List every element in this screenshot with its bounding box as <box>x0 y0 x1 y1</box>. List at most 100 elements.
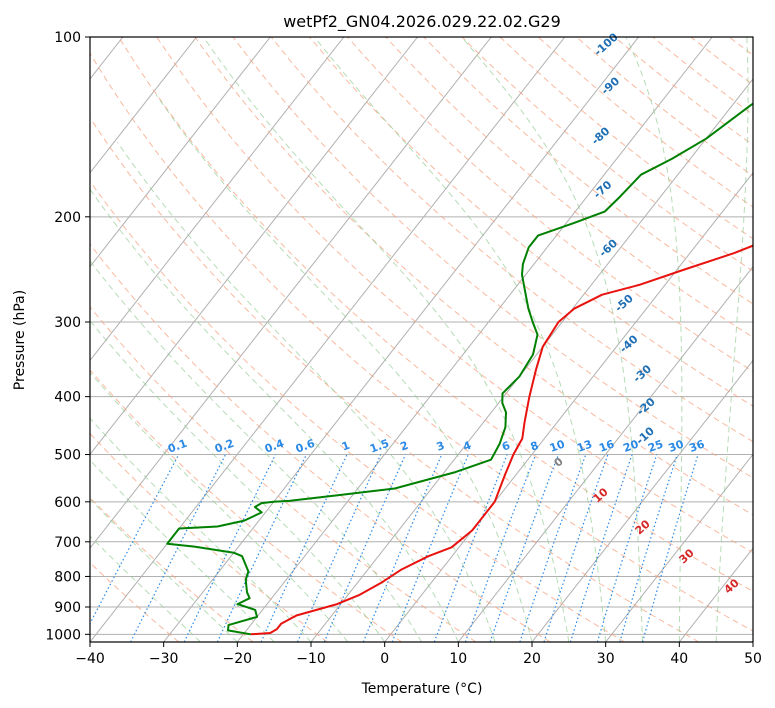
dry-adiabat <box>118 37 753 592</box>
moist-adiabat <box>203 37 570 642</box>
mixing-ratio-line <box>362 454 443 642</box>
mixing-ratio-label: 25 <box>646 437 665 454</box>
y-tick-label: 400 <box>54 390 81 406</box>
dry-adiabat <box>194 37 753 516</box>
isotherm <box>90 37 345 362</box>
isotherm <box>90 37 271 268</box>
isotherm <box>605 453 753 642</box>
moist-adiabat <box>314 37 607 642</box>
moist-adiabat <box>90 371 349 642</box>
mixing-ratio-line <box>391 454 469 642</box>
dry-adiabat <box>423 37 753 305</box>
y-tick-label: 100 <box>54 30 81 46</box>
mixing-ratio-line <box>519 454 587 642</box>
series-layer <box>166 102 753 636</box>
mixing-ratio-line <box>642 454 699 642</box>
moist-adiabat <box>90 535 201 642</box>
x-tick-label: 50 <box>744 651 762 667</box>
mixing-ratio-line <box>323 454 407 642</box>
dry-adiabat <box>385 37 753 338</box>
isotherm <box>90 37 197 174</box>
mixing-ratio-label: 8 <box>529 439 541 454</box>
chart-title: wetPf2_GN04.2026.029.22.02.G29 <box>283 12 561 32</box>
y-tick-label: 800 <box>54 569 81 585</box>
moist-adiabat <box>90 498 238 642</box>
moist-adiabat <box>461 37 643 642</box>
isotherm <box>457 265 753 642</box>
moist-adiabat <box>155 94 533 642</box>
y-tick-label: 1000 <box>45 627 81 643</box>
x-tick-label: −20 <box>223 651 253 667</box>
mixing-ratio-label: 0.1 <box>166 437 189 456</box>
moist-adiabat <box>625 37 683 642</box>
series-line-temperature <box>250 244 753 636</box>
x-tick-label: −40 <box>75 651 105 667</box>
x-tick-label: −10 <box>296 651 326 667</box>
mixing-ratio-line <box>489 454 559 642</box>
isotherm <box>531 359 753 642</box>
mixing-ratio-line <box>619 454 678 642</box>
dry-adiabat <box>90 243 551 642</box>
mixing-ratio-label: 20 <box>621 437 640 455</box>
mixing-ratio-label: 13 <box>575 437 594 454</box>
mixing-ratio-label: 1 <box>340 439 352 454</box>
moist-adiabat <box>90 459 275 642</box>
mixing-ratio-label: 1.5 <box>368 437 391 456</box>
dry-adiabat <box>90 306 477 642</box>
x-tick-label: 10 <box>449 651 467 667</box>
dry-adiabat <box>156 37 753 554</box>
dry-adiabat <box>90 116 700 642</box>
mixing-ratio-line <box>216 454 307 642</box>
moist-adiabat <box>90 319 386 642</box>
mixing-ratio-line <box>464 454 537 642</box>
series-line-dewpoint <box>166 102 753 636</box>
mixing-ratio-label: 16 <box>597 437 616 455</box>
mixing-ratio-label: 0.4 <box>263 437 286 456</box>
dry-adiabat <box>90 561 180 642</box>
moist-adiabat <box>90 260 422 642</box>
x-axis-label: Temperature (°C) <box>361 681 483 697</box>
mixing-ratio-line <box>183 454 277 642</box>
y-tick-label: 700 <box>54 535 81 551</box>
y-tick-label: 600 <box>54 495 81 511</box>
isotherm <box>90 37 418 456</box>
mixing-ratio-label: 2 <box>398 439 410 454</box>
isotherm <box>384 171 753 642</box>
x-tick-label: 0 <box>380 651 389 667</box>
mixing-ratio-line <box>543 454 609 642</box>
y-tick-label: 500 <box>54 448 81 464</box>
isotherm <box>236 37 713 642</box>
mixing-ratio-label: 3 <box>435 439 447 454</box>
plot-frame <box>89 36 754 643</box>
dry-adiabat <box>90 52 753 632</box>
moist-adiabat <box>90 188 459 642</box>
dry-adiabat <box>90 432 328 642</box>
mixing-ratio-label: 4 <box>461 439 473 454</box>
x-tick-label: 40 <box>670 651 688 667</box>
mixing-ratio-label: 30 <box>667 437 686 455</box>
x-tick-label: −30 <box>149 651 179 667</box>
background-lines <box>90 37 753 642</box>
dry-adiabat <box>232 37 753 479</box>
mixing-ratio-label: 36 <box>687 437 706 455</box>
mixing-ratio-line <box>296 454 382 642</box>
mixing-ratio-label: 0.6 <box>294 437 317 456</box>
y-ticks: 100 200 300 400 500 600 700 800 900 1000 <box>45 30 90 643</box>
mixing-ratio-label: 6 <box>500 439 512 454</box>
x-tick-label: 30 <box>597 651 615 667</box>
mixing-ratio-label: 10 <box>548 437 567 455</box>
y-tick-label: 300 <box>54 315 81 331</box>
y-tick-label: 900 <box>54 600 81 616</box>
dry-adiabat <box>90 180 625 642</box>
x-ticks: −40 −30 −20 −10 0 10 20 30 40 50 <box>75 642 762 667</box>
dry-adiabat <box>90 369 402 642</box>
mixing-ratio-label: 0.2 <box>213 437 236 456</box>
y-axis-label: Pressure (hPa) <box>12 290 28 390</box>
x-tick-label: 20 <box>523 651 541 667</box>
mixing-ratio-line <box>569 454 633 642</box>
y-tick-label: 200 <box>54 210 81 226</box>
moist-adiabat <box>715 37 749 642</box>
mixing-ratio-line <box>596 454 658 642</box>
mixing-ratio-line <box>433 454 508 642</box>
